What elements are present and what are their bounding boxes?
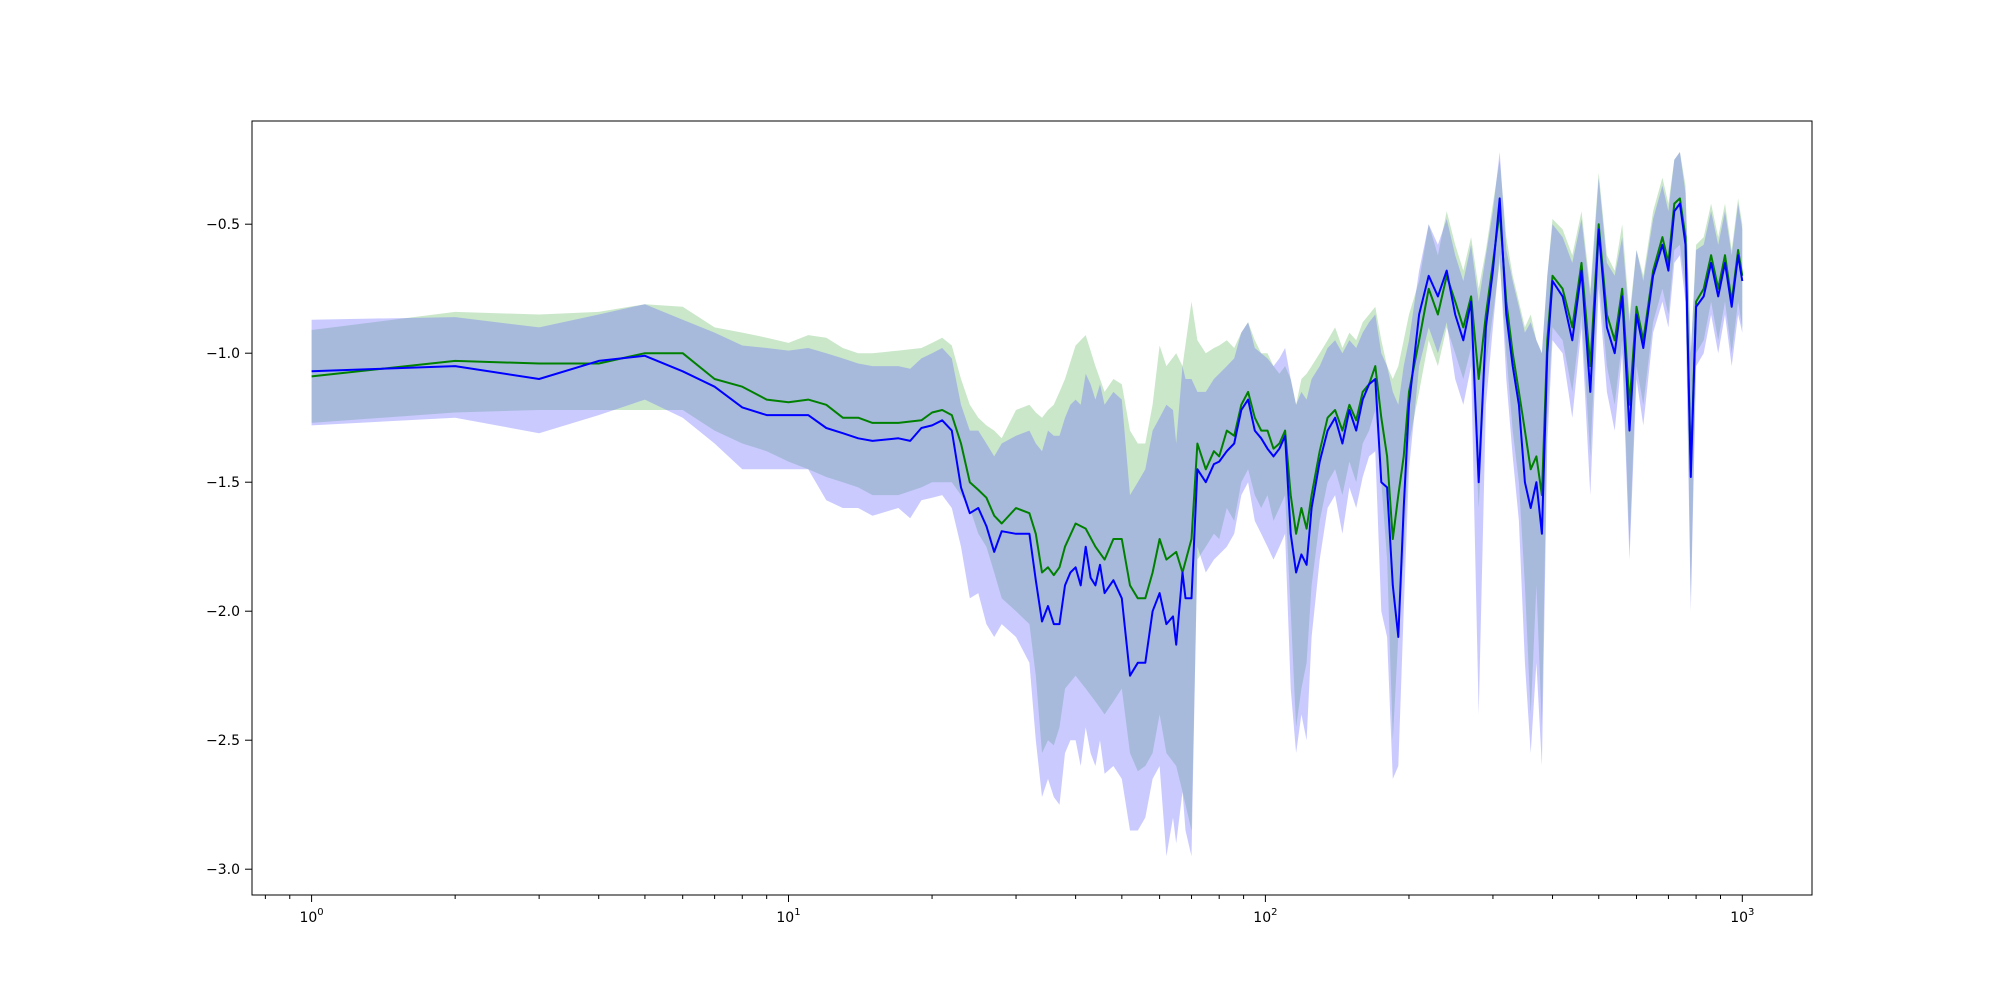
series-2-band [311, 152, 1743, 857]
axes-frame [251, 120, 1813, 896]
x-axis: 100 101 102 103 [264, 895, 1754, 926]
y-tick-label: −0.5 [206, 217, 240, 233]
x-tick-label: 101 [776, 907, 800, 926]
x-tick-label: 100 [299, 907, 323, 926]
plot-area [311, 152, 1744, 857]
series-2-line [311, 197, 1744, 677]
y-tick-label: −2.5 [206, 733, 240, 749]
y-tick-label: −1.0 [206, 346, 240, 362]
y-tick-label: −2.0 [206, 604, 240, 620]
y-tick-label: −1.5 [206, 475, 240, 491]
series-1-band [311, 152, 1743, 831]
x-tick-label: 103 [1730, 907, 1754, 926]
x-tick-label: 102 [1253, 907, 1277, 926]
y-tick-label: −3.0 [206, 862, 240, 878]
y-axis: −0.5 −1.0 −1.5 −2.0 −2.5 −3.0 [206, 217, 252, 878]
